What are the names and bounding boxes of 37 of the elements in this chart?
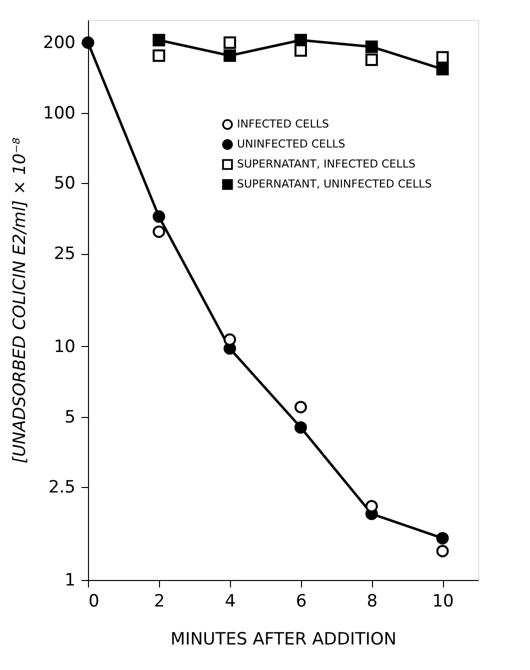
legend-label: SUPERNATANT, UNINFECTED CELLS (237, 178, 432, 190)
point (152, 34, 166, 46)
y-tick-label: 5 (64, 407, 76, 428)
point (294, 421, 307, 434)
point (224, 36, 236, 49)
y-tick-label: 1 (64, 570, 76, 590)
y-tick-label: 50 (54, 174, 76, 194)
y-tick-label: 25 (54, 244, 76, 264)
point (152, 49, 166, 62)
point (224, 49, 236, 62)
x-tick-label: 10 (432, 592, 454, 612)
y-tick-label: 10 (54, 336, 76, 357)
x-tick-label: 0 (88, 592, 100, 612)
x-tick-label: 4 (224, 592, 236, 612)
point (82, 36, 94, 49)
point (365, 40, 378, 54)
point (152, 210, 166, 223)
y-tick-label: 200 (43, 33, 76, 54)
x-axis-title: MINUTES AFTER ADDITION (170, 630, 396, 650)
legend-label: INFECTED CELLS (237, 118, 329, 130)
point (436, 532, 449, 544)
point (436, 51, 449, 64)
point (294, 400, 307, 414)
x-tick-label: 2 (154, 592, 165, 612)
y-tick-label: 2.5 (48, 478, 76, 498)
x-tick-label: 6 (296, 592, 307, 612)
legend-label: UNINFECTED CELLS (237, 138, 346, 150)
point (365, 53, 378, 66)
point (436, 62, 449, 76)
point (436, 544, 449, 558)
point (294, 44, 307, 57)
legend-label: SUPERNATANT, INFECTED CELLS (237, 158, 416, 170)
x-tick-label: 8 (366, 592, 378, 612)
y-tick-label: 100 (43, 103, 76, 124)
y-axis-title: [UNADSORBED COLICIN E2/ml] × 10⁻⁸ (10, 137, 30, 464)
point (224, 333, 236, 346)
point (152, 225, 166, 238)
